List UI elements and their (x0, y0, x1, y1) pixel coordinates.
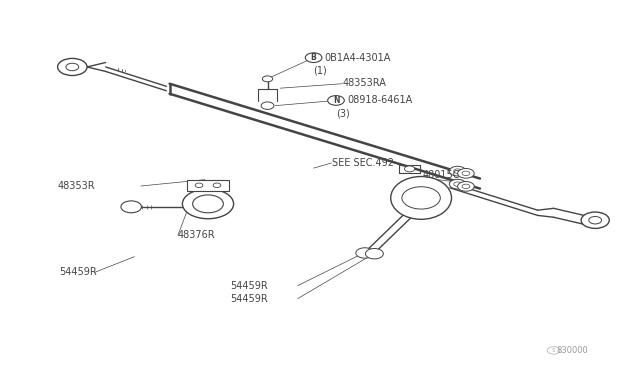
Circle shape (213, 183, 221, 187)
Circle shape (462, 184, 470, 189)
Circle shape (454, 182, 461, 186)
Circle shape (195, 183, 203, 187)
Circle shape (589, 217, 602, 224)
Bar (187, 180, 229, 191)
Text: SEE SEC.492: SEE SEC.492 (332, 158, 394, 168)
Circle shape (121, 201, 141, 213)
Circle shape (261, 102, 274, 109)
Circle shape (462, 171, 470, 176)
Circle shape (581, 212, 609, 228)
Text: 48015C: 48015C (422, 170, 460, 180)
Text: 08918-6461A: 08918-6461A (347, 96, 412, 105)
Text: (1): (1) (314, 66, 327, 76)
Circle shape (458, 169, 474, 178)
Text: 54459R: 54459R (230, 281, 268, 291)
Text: B: B (311, 53, 316, 62)
Circle shape (356, 248, 374, 258)
Circle shape (193, 195, 223, 213)
Text: (3): (3) (336, 109, 349, 118)
Circle shape (449, 166, 466, 176)
Text: 48353R: 48353R (58, 181, 95, 191)
Circle shape (262, 76, 273, 82)
Text: 48376R: 48376R (178, 230, 216, 240)
Ellipse shape (390, 177, 452, 219)
Circle shape (449, 179, 466, 189)
Circle shape (182, 189, 234, 219)
Text: 0B1A4-4301A: 0B1A4-4301A (324, 53, 391, 62)
Text: 54459R: 54459R (230, 294, 268, 304)
Circle shape (305, 53, 322, 62)
Text: 54459R: 54459R (60, 267, 97, 277)
Circle shape (66, 63, 79, 71)
Circle shape (404, 166, 415, 172)
Circle shape (365, 248, 383, 259)
Circle shape (454, 169, 461, 173)
Text: 48353RA: 48353RA (342, 78, 387, 88)
Circle shape (402, 187, 440, 209)
Text: N: N (333, 96, 339, 105)
Text: S: S (552, 348, 556, 353)
Circle shape (458, 182, 474, 191)
Circle shape (58, 58, 87, 76)
Text: 830000: 830000 (557, 346, 589, 355)
Circle shape (328, 96, 344, 105)
